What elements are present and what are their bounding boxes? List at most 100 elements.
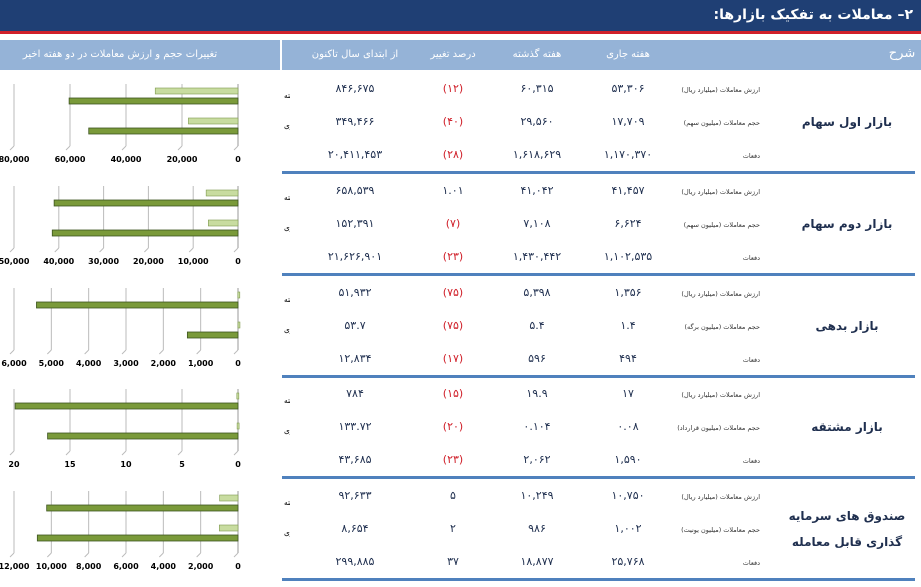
change-percent: ۱.۰۱ xyxy=(442,184,464,197)
gridline-base xyxy=(9,145,15,151)
gridline-base xyxy=(188,247,194,253)
header-previous: هفته گذشته xyxy=(512,49,562,60)
market-bar-chart: 0 10,000 20,000 30,000 40,000 50,000 هفته گذشت… xyxy=(0,174,321,276)
current-week-value: ۱,۳۵۶ xyxy=(614,286,642,299)
current-week-value: ۵۳,۳۰۶ xyxy=(611,82,645,95)
ytd-value: ۷۸۴ xyxy=(346,387,364,400)
row-label: حجم معاملات (میلیون سهم) xyxy=(683,221,760,229)
tick-label: 6,000 xyxy=(1,359,27,368)
current-week-value: ۱,۱۰۲,۵۳۵ xyxy=(603,250,653,263)
bar-volume xyxy=(236,422,240,430)
tick-label: 3,000 xyxy=(113,359,139,368)
gridline-base xyxy=(158,349,164,355)
category-label: هفته گذشته xyxy=(284,396,290,405)
category-label: هفته جاری xyxy=(284,325,290,334)
tick-label: 8,000 xyxy=(76,562,102,571)
previous-week-value: ۰.۱۰۴ xyxy=(523,420,551,433)
row-label: ارزش معاملات (میلیارد ریال) xyxy=(681,391,760,399)
previous-week-value: ۷,۱۰۸ xyxy=(523,217,551,230)
tick-label: 2,000 xyxy=(188,562,214,571)
gridline-base xyxy=(196,349,202,355)
current-week-value: ۱,۵۹۰ xyxy=(614,453,642,466)
tick-label: 10,000 xyxy=(36,562,67,571)
bar-volume xyxy=(208,219,239,227)
gridline-base xyxy=(121,450,127,456)
row-label: ارزش معاملات (میلیارد ریال) xyxy=(681,86,760,94)
gridline-base xyxy=(65,450,71,456)
current-week-value: ۱.۴ xyxy=(620,319,636,332)
ytd-value: ۸۴۶,۶۷۵ xyxy=(335,82,375,95)
current-week-value: ۴۹۴ xyxy=(619,352,637,365)
ytd-value: ۴۳,۶۸۵ xyxy=(338,453,372,466)
section-title: ۲– معاملات به تفکیک بازارها: xyxy=(713,7,913,23)
current-week-value: ۱,۱۷۰,۳۷۰ xyxy=(603,148,653,161)
current-week-value: ۱۷,۷۰۹ xyxy=(611,115,645,128)
row-label: حجم معاملات (میلیون سهم) xyxy=(683,119,760,127)
previous-week-value: ۱,۴۳۰,۴۴۲ xyxy=(512,250,562,263)
market-name: بازار مشتقه xyxy=(811,419,883,434)
tick-label: 4,000 xyxy=(76,359,102,368)
gridline-base xyxy=(84,552,90,558)
gridline-base xyxy=(177,450,183,456)
change-percent: (۷۵) xyxy=(442,286,464,299)
bar-volume xyxy=(218,524,239,532)
row-label: حجم معاملات (میلیون یونیت) xyxy=(681,526,760,534)
bar-value xyxy=(46,504,239,512)
gridline-base xyxy=(177,145,183,151)
market-name: صندوق های سرمایه گذاری قابل معامله xyxy=(788,508,906,549)
section-title-bar: ۲– معاملات به تفکیک بازارها: xyxy=(0,0,921,34)
tick-label: 50,000 xyxy=(0,257,30,266)
gridline-base xyxy=(9,450,15,456)
tick-label: 20,000 xyxy=(167,155,198,164)
change-percent: (۱۲) xyxy=(442,82,464,95)
tick-label: 0 xyxy=(235,359,241,368)
previous-week-value: ۱۰,۲۴۹ xyxy=(520,489,554,502)
category-label: هفته جاری xyxy=(284,426,290,435)
category-label: هفته جاری xyxy=(284,528,290,537)
gridline-base xyxy=(196,552,202,558)
bar-value xyxy=(47,432,239,440)
market-section: بازار مشتقه ارزش معاملات (میلیارد ریال) ۱۷… xyxy=(282,377,915,479)
row-label: دفعات xyxy=(742,254,760,262)
gridline-base xyxy=(54,247,60,253)
gridline-base xyxy=(233,145,239,151)
market-name: بازار بدهی xyxy=(815,318,879,333)
category-label: هفته گذشته xyxy=(284,498,290,507)
market-bar-chart: 0 1,000 2,000 3,000 4,000 5,000 6,000 هفته گذشت… xyxy=(0,276,321,378)
bar-value xyxy=(51,229,239,237)
bar-volume xyxy=(237,291,241,299)
market-section: بازار دوم سهام ارزش معاملات (میلیارد ریال… xyxy=(282,174,915,276)
bar-volume xyxy=(188,117,239,125)
tick-label: 30,000 xyxy=(88,257,119,266)
row-label: ارزش معاملات (میلیارد ریال) xyxy=(681,188,760,196)
row-label: دفعات xyxy=(742,559,760,567)
gridline-base xyxy=(121,145,127,151)
change-percent: (۷۵) xyxy=(442,319,464,332)
row-label: ارزش معاملات (میلیارد ریال) xyxy=(681,493,760,501)
header-current: هفته جاری xyxy=(606,49,650,60)
ytd-value: ۵۳.۷ xyxy=(344,319,366,332)
current-week-value: ۱۷ xyxy=(622,387,634,400)
tick-label: 1,000 xyxy=(188,359,214,368)
header-chart: تغییرات حجم و ارزش معاملات در دو هفته اخ… xyxy=(22,49,218,60)
previous-week-value: ۲۹,۵۶۰ xyxy=(520,115,554,128)
bar-value xyxy=(186,331,239,339)
tick-label: 0 xyxy=(235,562,241,571)
bar-value xyxy=(36,534,239,542)
market-bar-chart: 0 20,000 40,000 60,000 80,000 هفته گذشته هفته … xyxy=(0,72,321,174)
previous-week-value: ۹۸۶ xyxy=(528,522,546,535)
gridline-base xyxy=(233,247,239,253)
market-section: بازار بدهی ارزش معاملات (میلیارد ریال) ۱,۳… xyxy=(282,276,915,378)
gridline-base xyxy=(9,349,15,355)
tick-label: 5,000 xyxy=(39,359,65,368)
header-change: درصد تغییر xyxy=(430,49,476,60)
category-label: هفته جاری xyxy=(284,121,290,130)
current-week-value: ۰.۰۸ xyxy=(617,420,639,433)
row-label: دفعات xyxy=(742,152,760,160)
chart-column-header: تغییرات حجم و ارزش معاملات در دو هفته اخ… xyxy=(0,40,280,70)
ytd-value: ۱۲,۸۳۴ xyxy=(338,352,372,365)
tick-label: 20,000 xyxy=(133,257,164,266)
market-bar-chart: 0 5 10 15 20 هفته گذشته هفته جاری xyxy=(0,377,321,479)
ytd-value: ۹۲,۶۳۳ xyxy=(338,489,372,502)
bar-value xyxy=(53,199,239,207)
